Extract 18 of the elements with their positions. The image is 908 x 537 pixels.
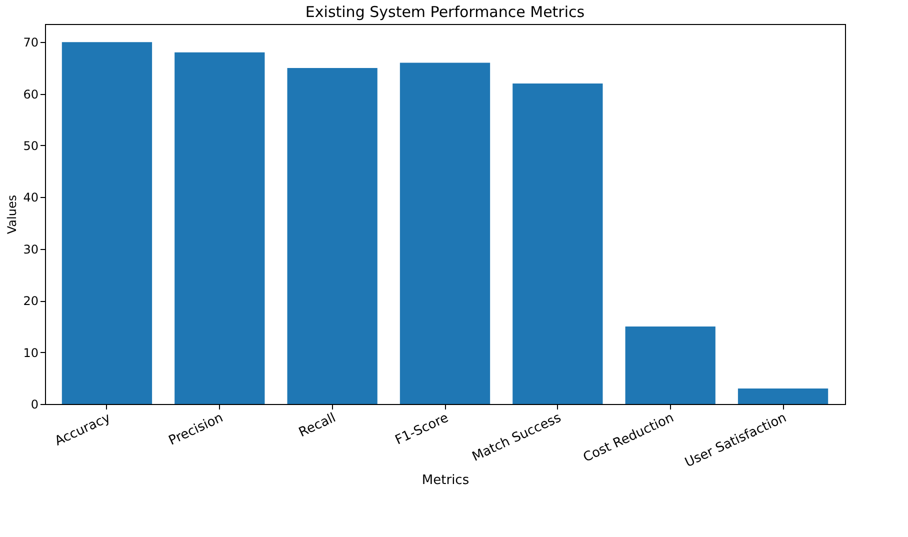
y-tick-label: 10 xyxy=(23,346,38,360)
bar xyxy=(625,326,716,404)
y-tick-label: 70 xyxy=(23,36,38,50)
y-tick-label: 50 xyxy=(23,138,38,153)
bar xyxy=(62,42,152,404)
bar xyxy=(738,388,828,404)
y-tick-label: 30 xyxy=(23,242,38,256)
chart-title: Existing System Performance Metrics xyxy=(305,3,585,21)
bar xyxy=(400,62,490,404)
y-tick-label: 20 xyxy=(23,294,38,308)
y-tick-label: 0 xyxy=(30,398,38,412)
y-tick-label: 60 xyxy=(23,87,38,102)
bar xyxy=(512,83,603,404)
bar xyxy=(287,68,378,404)
y-tick-label: 40 xyxy=(23,190,38,205)
x-axis-title: Metrics xyxy=(422,472,470,488)
y-axis-title: Values xyxy=(5,194,20,234)
bar xyxy=(174,52,265,404)
